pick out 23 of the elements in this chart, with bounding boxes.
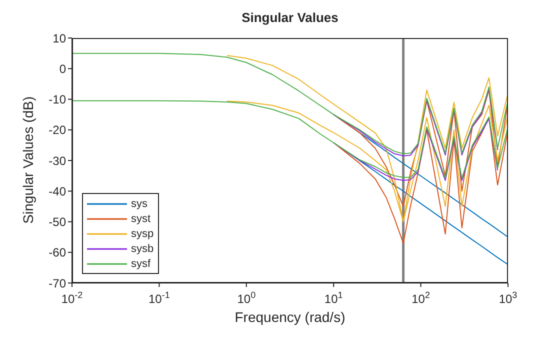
y-tick-label: -30: [48, 154, 66, 168]
y-tick-label: 0: [59, 62, 66, 76]
y-axis-title: Singular Values (dB): [20, 94, 36, 226]
y-tick-label: -40: [48, 184, 66, 198]
y-tick-label: 10: [52, 31, 66, 46]
x-axis-title: Frequency (rad/s): [234, 309, 346, 325]
x-tick-label: 10$^{-1}$: [148, 290, 170, 306]
y-tick-label: -10: [48, 92, 66, 107]
x-tick-label: 10$^{-2}$: [61, 290, 83, 306]
chart-title: Singular Values: [240, 10, 340, 25]
x-tick-label: 10$^{3}$: [498, 290, 518, 306]
legend-label: syst: [131, 212, 151, 224]
y-tick-label: -60: [48, 246, 66, 260]
x-tick-label: 10$^{1}$: [324, 290, 343, 306]
y-tick-label: -50: [48, 215, 66, 230]
legend-label: sysp: [131, 228, 154, 240]
legend-label: sysf: [131, 258, 151, 270]
x-tick-label: 10$^{2}$: [412, 290, 430, 306]
legend-label: sys: [131, 198, 148, 210]
y-tick-label: -70: [48, 276, 66, 290]
y-tick-label: -20: [48, 123, 66, 138]
legend-label: sysb: [131, 242, 154, 254]
x-tick-label: 10$^{0}$: [237, 290, 256, 306]
